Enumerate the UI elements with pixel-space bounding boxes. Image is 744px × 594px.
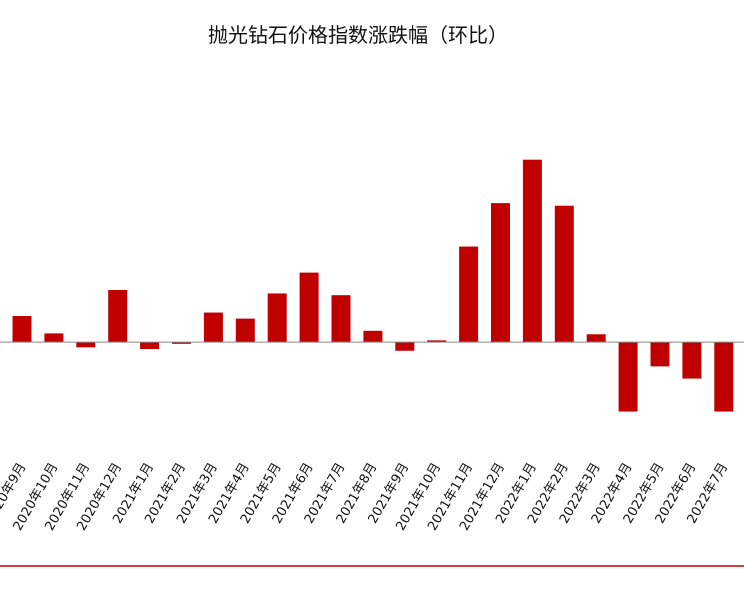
bar [650, 342, 670, 367]
bar [12, 316, 32, 343]
bar [618, 342, 638, 412]
bars-group [12, 159, 734, 412]
bar [331, 295, 351, 343]
bar [714, 342, 734, 412]
bar [140, 342, 160, 350]
bar [172, 342, 191, 344]
bar [586, 334, 606, 343]
bar [554, 205, 574, 343]
bar [491, 203, 510, 343]
bar [44, 333, 64, 343]
bar [203, 312, 223, 343]
bar [395, 342, 415, 351]
bar [427, 340, 447, 343]
bar [108, 289, 128, 343]
bar [682, 342, 702, 379]
bar [522, 159, 542, 343]
x-tick-labels: 2020年9月2020年10月2020年11月2020年12月2021年1月20… [0, 461, 731, 534]
bar [363, 330, 383, 343]
bar [76, 342, 96, 348]
bar [299, 272, 319, 343]
bar [235, 318, 255, 343]
bar [267, 293, 287, 343]
chart-title: 抛光钻石价格指数涨跌幅（环比） [208, 23, 508, 47]
bar [459, 246, 479, 343]
